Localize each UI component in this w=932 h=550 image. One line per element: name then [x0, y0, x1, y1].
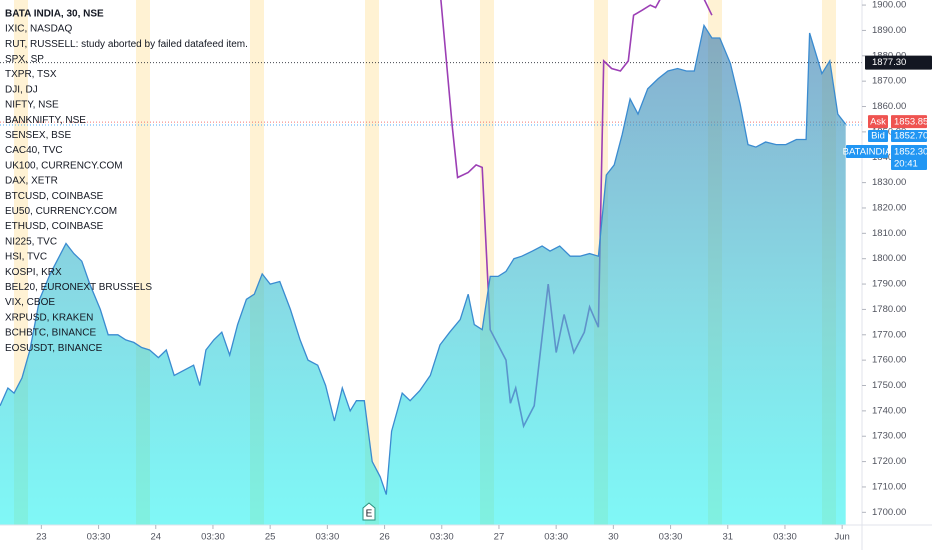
- study-name: NI225, TVC: [5, 236, 57, 247]
- x-tick-label: 30: [608, 532, 619, 543]
- study-name: NIFTY, NSE: [5, 100, 59, 111]
- earnings-marker: E: [362, 502, 376, 521]
- y-tick-label: 1710.00: [872, 481, 906, 492]
- y-tick-label: 1750.00: [872, 380, 906, 391]
- price-label-box: [868, 130, 888, 143]
- price-label-text: 1852.70: [894, 131, 928, 142]
- chart-title: BATA INDIA, 30, NSE: [5, 9, 104, 20]
- earnings-label: E: [366, 509, 373, 520]
- y-tick-label: 1700.00: [872, 507, 906, 518]
- study-name: BANKNIFTY, NSE: [5, 115, 86, 126]
- study-name: DAX, XETR: [5, 176, 58, 187]
- study-name: SENSEX, BSE: [5, 130, 71, 141]
- y-tick-label: 1890.00: [872, 25, 906, 36]
- axes: 1700.00 1710.00 1720.00 1730.00 1740.00 1750.…: [36, 0, 906, 543]
- price-label-box: [865, 55, 932, 70]
- x-tick-label: 23: [36, 532, 47, 543]
- study-name: BEL20, EURONEXT BRUSSELS: [5, 282, 152, 293]
- y-tick-label: 1830.00: [872, 177, 906, 188]
- price-label-text: 1877.30: [872, 57, 906, 68]
- x-tick-label: 24: [150, 532, 161, 543]
- y-tick-label: 1800.00: [872, 253, 906, 264]
- study-name: EU50, CURRENCY.COM: [5, 206, 117, 217]
- y-tick-label: 1870.00: [872, 76, 906, 87]
- earnings-badge: [362, 502, 376, 521]
- y-tick-label: 1740.00: [872, 405, 906, 416]
- y-tick-label: 1860.00: [872, 101, 906, 112]
- price-label-text: Ask: [870, 117, 886, 128]
- price-label-text: 1852.30: [894, 147, 928, 158]
- y-tick-label: 1810.00: [872, 228, 906, 239]
- x-tick-label: 03:30: [544, 532, 568, 543]
- legend: BATA INDIA, 30, NSE IXIC, NASDAQ RUT, RUS…: [5, 9, 248, 354]
- study-name: UK100, CURRENCY.COM: [5, 160, 123, 171]
- price-label-box: [891, 115, 927, 129]
- x-tick-label: 03:30: [315, 532, 339, 543]
- area-line: [0, 23, 847, 495]
- y-tick-label: 1850.00: [872, 126, 906, 137]
- price-label-text: Bid: [871, 131, 885, 142]
- study-name: BCHBTC, BINANCE: [5, 328, 96, 339]
- study-name: CAC40, TVC: [5, 145, 63, 156]
- study-name: XRPUSD, KRAKEN: [5, 312, 93, 323]
- y-tick-label: 1820.00: [872, 202, 906, 213]
- study-name: EOSUSDT, BINANCE: [5, 343, 103, 354]
- study-name: DJI, DJ: [5, 84, 38, 95]
- x-tick-label: 26: [379, 532, 390, 543]
- study-name: KOSPI, KRX: [5, 267, 62, 278]
- y-tick-label: 1780.00: [872, 304, 906, 315]
- x-tick-label: Jun: [834, 532, 849, 543]
- study-name: ETHUSD, COINBASE: [5, 221, 104, 232]
- study-name: VIX, CBOE: [5, 297, 55, 308]
- y-tick-label: 1760.00: [872, 355, 906, 366]
- price-label-text: BATAINDIA: [843, 147, 892, 158]
- study-name: HSI, TVC: [5, 252, 47, 263]
- x-tick-label: 03:30: [201, 532, 225, 543]
- x-tick-label: 25: [265, 532, 276, 543]
- price-label-text: 1853.85: [894, 117, 928, 128]
- study-name: IXIC, NASDAQ: [5, 24, 72, 35]
- study-name: TXPR, TSX: [5, 69, 57, 80]
- price-label-text: 20:41: [894, 159, 918, 170]
- y-tick-label: 1790.00: [872, 279, 906, 290]
- price-label-box: [891, 145, 927, 171]
- x-tick-label: 03:30: [773, 532, 797, 543]
- x-tick-label: 31: [722, 532, 733, 543]
- area-fill: [0, 25, 846, 525]
- y-tick-label: 1900.00: [872, 0, 906, 11]
- x-tick-label: 03:30: [659, 532, 683, 543]
- x-tick-label: 27: [494, 532, 505, 543]
- y-tick-label: 1730.00: [872, 431, 906, 442]
- price-label-box: [891, 130, 927, 143]
- study-name: RUT, RUSSELL: study aborted by failed da…: [5, 39, 248, 50]
- study-name: SPX, SP: [5, 54, 44, 65]
- y-tick-label: 1840.00: [872, 152, 906, 163]
- y-tick-label: 1720.00: [872, 456, 906, 467]
- price-label-box: [868, 115, 888, 129]
- y-tick-label: 1770.00: [872, 329, 906, 340]
- x-tick-label: 03:30: [430, 532, 454, 543]
- x-tick-label: 03:30: [87, 532, 111, 543]
- plot: [0, 0, 862, 525]
- study-name: BTCUSD, COINBASE: [5, 191, 104, 202]
- price-label-box: [846, 145, 888, 159]
